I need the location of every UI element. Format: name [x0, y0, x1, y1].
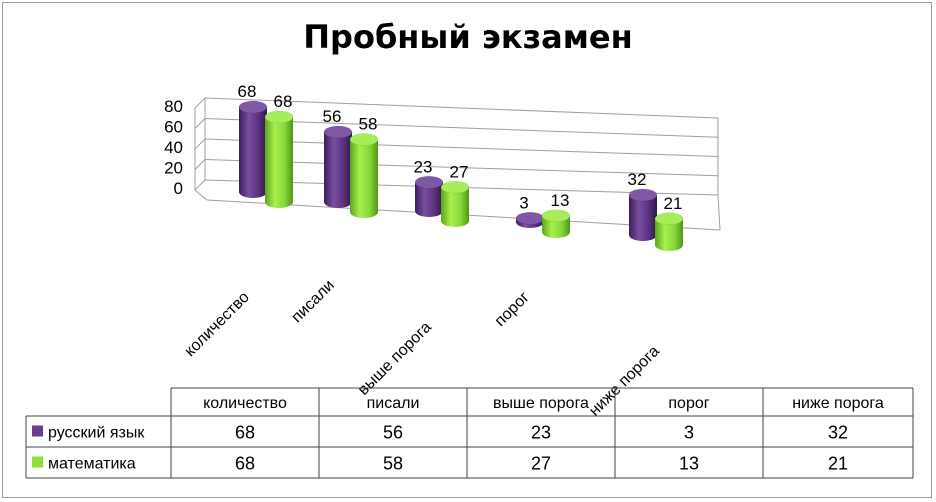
bar-body [415, 182, 443, 217]
gridline-side [194, 118, 206, 129]
data-label: 23 [414, 157, 433, 176]
data-label: 3 [519, 193, 528, 212]
chart-title: Пробный экзамен [303, 18, 633, 56]
data-label: 56 [323, 107, 342, 126]
bar-body [324, 132, 352, 208]
x-tick-label: писали [288, 277, 337, 326]
bar-top [349, 133, 379, 146]
table-cell: 21 [828, 454, 848, 474]
y-tick-label: 20 [164, 159, 183, 178]
x-tick-label: ниже порога [586, 343, 663, 420]
legend-key [32, 425, 43, 437]
bar-top [515, 212, 545, 225]
table-cell: 68 [235, 423, 255, 443]
table-header-cell: порог [668, 395, 709, 412]
bar-body [655, 218, 683, 251]
bar-2-0 [414, 176, 444, 217]
bar-top [323, 125, 353, 139]
bar-2-1 [440, 181, 470, 227]
bar-top [541, 209, 571, 222]
legend-label: русский язык [48, 425, 145, 442]
table-header-cell: писали [367, 395, 420, 412]
data-label: 68 [238, 82, 257, 101]
bar-3-1 [541, 209, 571, 238]
gridline-side [194, 97, 206, 109]
legend-key [32, 456, 43, 468]
bar-0-0 [238, 100, 268, 198]
bar-top [654, 212, 684, 225]
bar-top [440, 181, 470, 194]
floor-left-edge [194, 189, 208, 201]
data-label: 27 [450, 162, 469, 181]
bar-0-1 [264, 110, 294, 208]
x-tick-label: количество [182, 289, 253, 360]
table-cell: 68 [235, 454, 255, 474]
gridline-side [194, 179, 206, 191]
table-cell: 23 [531, 423, 551, 443]
data-label: 13 [551, 191, 570, 210]
y-tick-label: 40 [164, 138, 183, 157]
data-labels: 68 68 56 58 23 27 3 13 32 21 [238, 82, 683, 213]
table-cell: 27 [531, 454, 551, 474]
table-header-cell: выше порога [493, 395, 589, 412]
bar-4-0 [628, 188, 658, 241]
data-label: 68 [274, 92, 293, 111]
bar-body [350, 139, 378, 218]
gridline [204, 97, 719, 119]
floor-right-edge [717, 194, 721, 231]
data-table: количество писали выше порога порог ниже пор… [25, 387, 914, 479]
bar-4-1 [654, 212, 684, 251]
y-tick-label: 0 [174, 179, 183, 198]
bar-body [441, 187, 469, 227]
bars [238, 100, 684, 251]
bar-top [414, 176, 444, 189]
data-label: 32 [628, 170, 647, 189]
table-cell: 13 [679, 454, 699, 474]
bar-3-0 [515, 212, 545, 228]
bar-body [239, 107, 267, 198]
data-label: 58 [359, 115, 378, 134]
bar-top [628, 188, 658, 202]
y-tick-label: 60 [164, 118, 183, 137]
bar-1-0 [323, 125, 353, 208]
bar-body [265, 117, 293, 208]
table-cell: 3 [684, 423, 694, 443]
bar-top [238, 100, 268, 114]
bar-body [542, 215, 570, 238]
bar-top [264, 110, 294, 124]
gridline-side [194, 138, 206, 150]
table-cell: 32 [828, 423, 848, 443]
table-header-cell: количество [203, 395, 287, 412]
table-cell: 56 [383, 423, 403, 443]
bar-body [629, 195, 657, 241]
table-cell: 58 [383, 454, 403, 474]
y-tick-label: 80 [164, 97, 183, 116]
gridline-side [194, 159, 206, 170]
bar-1-1 [349, 133, 379, 218]
x-tick-label: выше порога [355, 319, 435, 399]
x-tick-label: порог [492, 289, 533, 330]
data-label: 21 [664, 194, 683, 213]
table-header-cell: ниже порога [792, 395, 884, 412]
legend-label: математика [48, 456, 136, 473]
